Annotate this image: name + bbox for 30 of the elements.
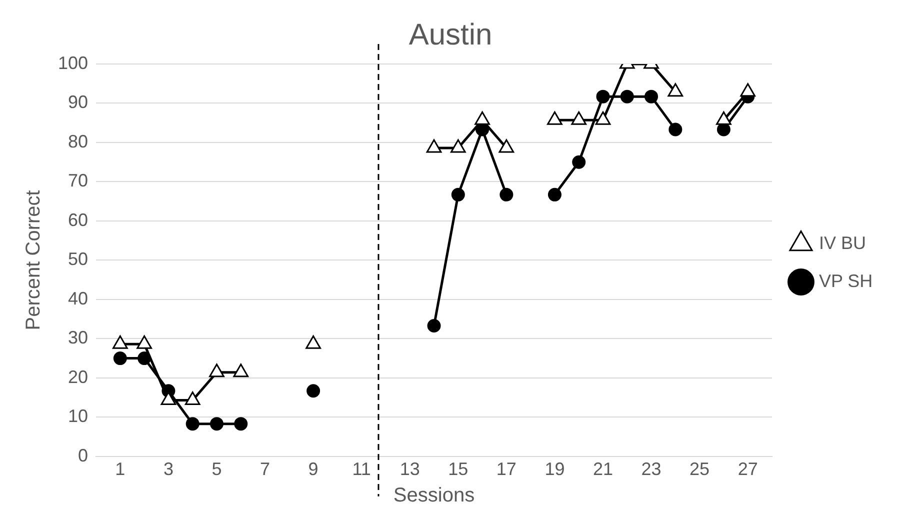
x-tick-label: 1 [115, 459, 126, 480]
x-tick-label: 7 [260, 459, 270, 480]
y-tick-label: 100 [58, 52, 88, 73]
y-tick-label: 40 [68, 288, 88, 308]
x-tick-label: 5 [212, 459, 222, 480]
y-tick-label: 60 [68, 210, 88, 230]
x-tick-label: 25 [690, 459, 710, 480]
x-tick-label: 19 [544, 459, 565, 480]
y-tick-label: 70 [68, 170, 88, 191]
y-tick-label: 20 [68, 366, 88, 387]
x-tick-label: 27 [738, 459, 758, 480]
y-tick-label: 50 [68, 249, 88, 270]
legend-label: IV BU [818, 232, 866, 253]
x-tick-label: 13 [400, 459, 420, 480]
y-tick-label: 80 [68, 131, 88, 152]
x-tick-label: 23 [641, 459, 662, 480]
chart-title: Austin [408, 18, 492, 52]
y-tick-label: 0 [78, 445, 88, 466]
x-tick-label: 15 [448, 459, 468, 480]
x-tick-label: 11 [352, 459, 371, 480]
x-tick-label: 17 [496, 459, 516, 480]
y-tick-label: 10 [68, 406, 88, 426]
y-tick-label: 30 [68, 328, 88, 348]
x-tick-label: 9 [308, 459, 318, 480]
y-tick-label: 90 [68, 92, 88, 112]
legend-label: VP SH [818, 270, 873, 291]
x-tick-label: 3 [163, 459, 174, 480]
x-tick-label: 21 [592, 459, 614, 480]
y-axis-title: Percent Correct [22, 190, 45, 330]
x-axis-title: Sessions [393, 484, 475, 507]
